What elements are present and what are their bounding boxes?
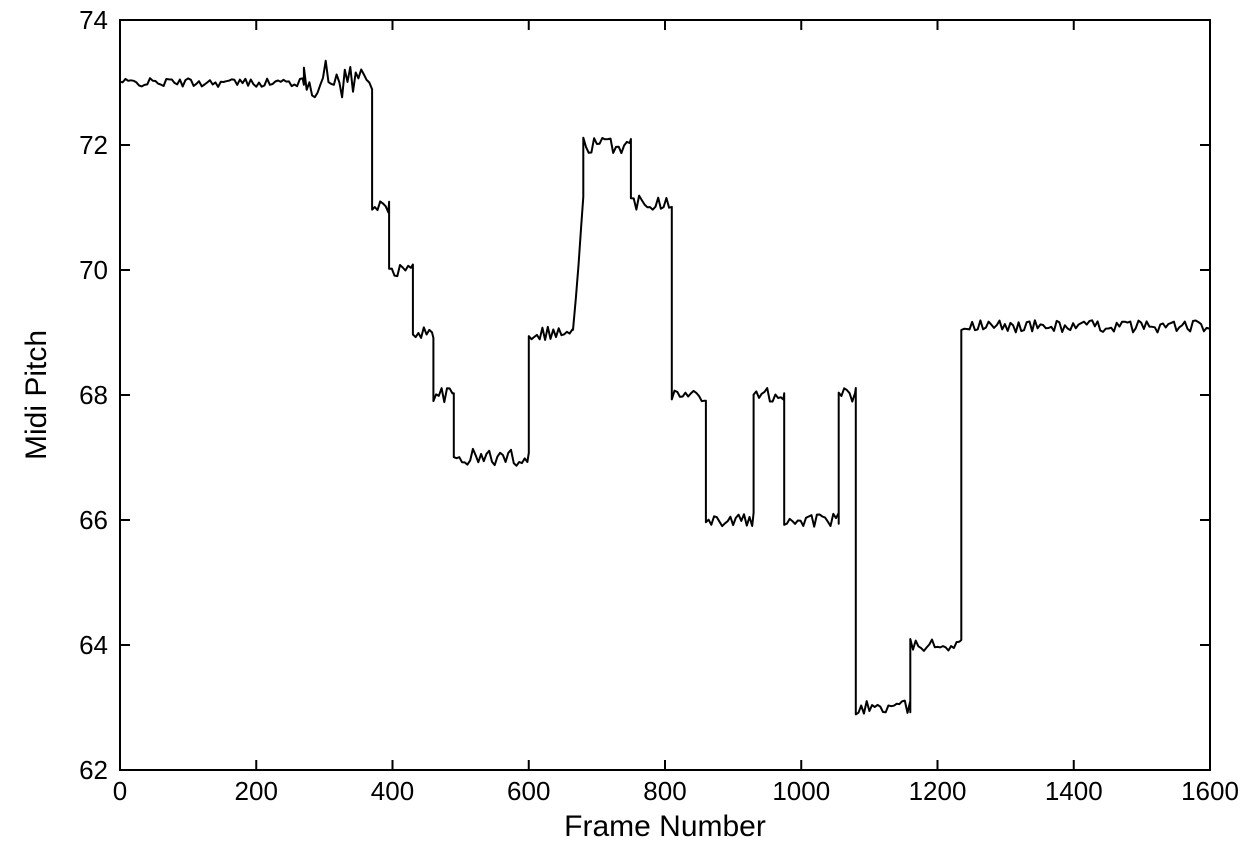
y-tick-label: 68: [79, 380, 108, 410]
y-tick-label: 74: [79, 5, 108, 35]
y-tick-label: 70: [79, 255, 108, 285]
x-axis-label: Frame Number: [564, 810, 766, 843]
y-tick-label: 64: [79, 630, 108, 660]
y-tick-label: 72: [79, 130, 108, 160]
pitch-trace: [120, 61, 1209, 715]
x-tick-label: 1400: [1045, 776, 1103, 806]
x-tick-label: 1200: [909, 776, 967, 806]
x-tick-label: 400: [371, 776, 414, 806]
y-tick-label: 62: [79, 755, 108, 785]
x-tick-label: 800: [643, 776, 686, 806]
x-tick-label: 1000: [772, 776, 830, 806]
y-axis-label: Midi Pitch: [20, 330, 53, 460]
x-tick-label: 0: [113, 776, 127, 806]
plot-border: [120, 20, 1210, 770]
x-ticks: 0 200 400 600 800 1000 1200 1400 1600: [113, 20, 1239, 806]
x-tick-label: 1600: [1181, 776, 1239, 806]
y-tick-label: 66: [79, 505, 108, 535]
chart-svg: 0 200 400 600 800 1000 1200 1400 1600 62 64 66 68 70…: [0, 0, 1240, 849]
midi-pitch-chart: 0 200 400 600 800 1000 1200 1400 1600 62 64 66 68 70…: [0, 0, 1240, 849]
x-tick-label: 600: [507, 776, 550, 806]
x-tick-label: 200: [235, 776, 278, 806]
y-ticks: 62 64 66 68 70 72 74: [79, 5, 1210, 785]
